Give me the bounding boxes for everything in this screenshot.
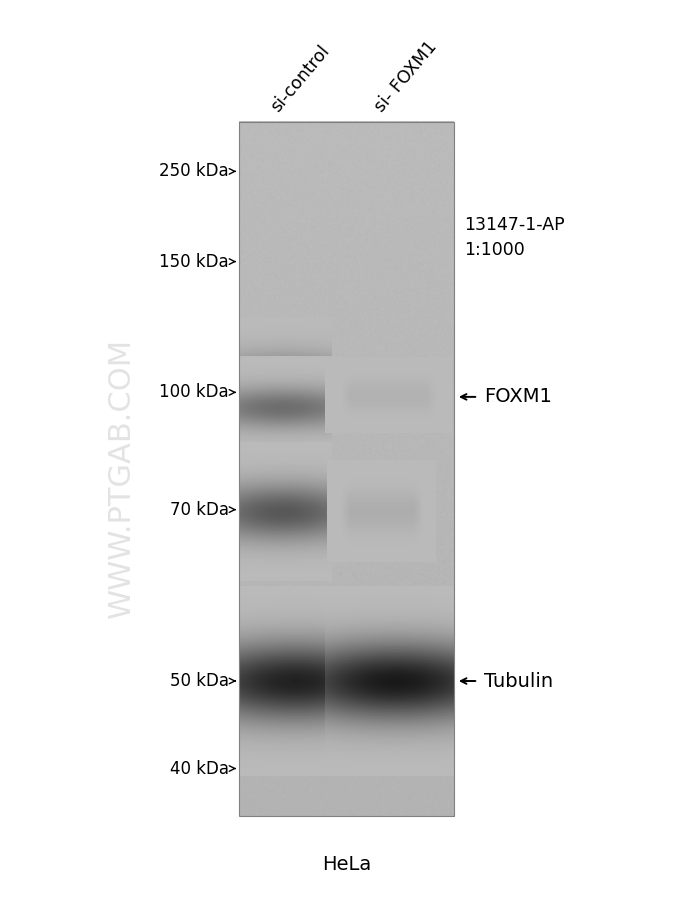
Text: 50 kDa: 50 kDa: [170, 672, 229, 690]
Text: 150 kDa: 150 kDa: [159, 253, 229, 271]
Text: 100 kDa: 100 kDa: [159, 383, 229, 401]
Text: 13147-1-AP
1:1000: 13147-1-AP 1:1000: [464, 216, 565, 260]
Text: HeLa: HeLa: [322, 854, 371, 874]
Text: 40 kDa: 40 kDa: [170, 759, 229, 778]
Text: FOXM1: FOXM1: [484, 387, 552, 407]
Text: 250 kDa: 250 kDa: [159, 162, 229, 180]
Text: WWW.PTGAB.COM: WWW.PTGAB.COM: [107, 338, 136, 618]
Bar: [239, 122, 454, 816]
Text: si- FOXM1: si- FOXM1: [371, 38, 440, 115]
Text: si-control: si-control: [267, 41, 333, 115]
Text: Tubulin: Tubulin: [484, 671, 553, 691]
Text: 70 kDa: 70 kDa: [170, 501, 229, 519]
